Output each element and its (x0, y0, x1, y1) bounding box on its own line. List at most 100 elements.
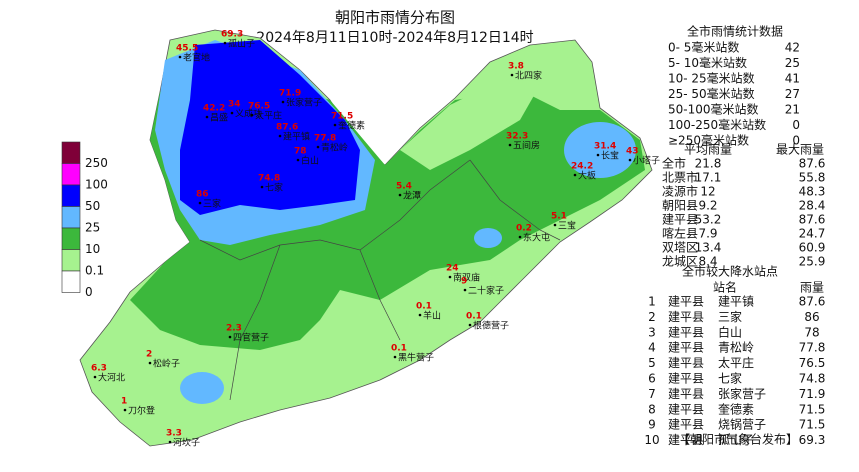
station-dot (260, 185, 264, 189)
avg-mean: 53.2 (695, 213, 722, 227)
legend-label: 0.1 (85, 264, 104, 278)
legend-label: 250 (85, 156, 108, 170)
stats-label: 100-250毫米站数 (668, 117, 766, 132)
station-value: 0.1 (416, 302, 432, 312)
stats-value: 21 (785, 103, 800, 117)
top-county: 建平县 (668, 387, 704, 401)
top-county: 建平县 (668, 310, 704, 324)
top-station: 烧锅营子 (718, 417, 766, 432)
station-value: 69.3 (221, 30, 243, 40)
legend-swatch (61, 141, 81, 164)
top-station: 太平庄 (718, 355, 754, 370)
station-name: 五间房 (513, 140, 540, 152)
top-value: 69.3 (799, 433, 826, 447)
station-value: 87.6 (276, 123, 298, 133)
station-name: 北四家 (515, 70, 542, 82)
legend-label: 0 (85, 285, 93, 299)
station-name: 奎德素 (338, 120, 365, 132)
stats-value: 42 (785, 41, 800, 55)
legend-label: 50 (85, 199, 100, 213)
station-value: 0.1 (391, 344, 407, 354)
top-rank: 3 (648, 325, 656, 339)
top-station: 白山 (718, 324, 742, 339)
stats-title: 全市雨情统计数据 (687, 24, 783, 39)
station-dot (316, 145, 320, 149)
avg-mean: 8.4 (698, 255, 717, 269)
station-name: 老官地 (183, 52, 210, 64)
top-title: 全市较大降水站点 (682, 264, 778, 279)
avg-max: 25.9 (799, 255, 826, 269)
station-value: 34 (228, 100, 241, 110)
station-name: 四官营子 (233, 332, 269, 344)
station-value: 77.8 (314, 134, 336, 144)
station-name: 建平镇 (283, 131, 310, 143)
station-dot (296, 158, 300, 162)
top-rank: 10 (644, 433, 659, 447)
legend-swatch (61, 249, 81, 272)
top-county: 建平县 (668, 402, 704, 416)
station-value: 5.4 (396, 182, 412, 192)
avg-county: 全市 (662, 156, 686, 171)
avg-county: 双塔区 (662, 241, 698, 255)
stats-label: 50-100毫米站数 (668, 102, 759, 117)
station-value: 0.2 (516, 224, 532, 234)
top-value: 78 (804, 325, 819, 339)
map-subtitle: 2024年8月11日10时-2024年8月12日14时 (256, 30, 533, 46)
station-value: 24 (446, 264, 459, 274)
station-dot (93, 375, 97, 379)
station-value: 5.1 (551, 212, 567, 222)
station-dot (510, 73, 514, 77)
station-dot (230, 111, 234, 115)
blue-spot (474, 228, 502, 248)
station-value: 2 (146, 350, 152, 360)
station-name: 长宝 (601, 150, 619, 162)
map-regions (79, 29, 653, 447)
station-value: 3.8 (508, 62, 524, 72)
top-county: 建平县 (668, 433, 704, 447)
station-value: 24.2 (571, 162, 593, 172)
avg-header: 平均雨量 (684, 143, 732, 157)
station-dot (281, 100, 285, 104)
station-dot (123, 408, 127, 412)
station-dot (518, 235, 522, 239)
station-value: 0.1 (466, 312, 482, 322)
legend-swatch (61, 270, 81, 293)
top-county: 建平县 (668, 372, 704, 386)
station-dot (553, 223, 557, 227)
footer: 【朝阳市气象台发布】 (678, 432, 798, 447)
station-dot (398, 193, 402, 197)
station-dot (468, 323, 472, 327)
station-name: 东大屯 (523, 232, 550, 244)
stats-value: 27 (785, 87, 800, 101)
top-rank: 9 (648, 418, 656, 432)
avg-mean: 17.1 (695, 171, 722, 185)
station-dot (168, 440, 172, 444)
top-station: 七家 (718, 371, 742, 386)
station-dot (178, 55, 182, 59)
stats-label: 25- 50毫米站数 (668, 86, 755, 101)
avg-mean: 13.4 (695, 241, 722, 255)
top-station: 建平镇 (718, 295, 754, 309)
avg-mean: 9.2 (698, 199, 717, 213)
top-value: 71.9 (799, 387, 826, 401)
stats-label: 10- 25毫米站数 (668, 71, 755, 86)
top-rank: 4 (648, 341, 656, 355)
top-value: 77.8 (799, 341, 826, 355)
map-title: 朝阳市雨情分布图 (335, 9, 455, 27)
station-dot (508, 143, 512, 147)
station-value: 43 (626, 147, 639, 157)
station-name: 白山 (301, 155, 319, 167)
station-dot (333, 123, 337, 127)
stats-value: 0 (792, 118, 800, 132)
top-value: 74.8 (799, 372, 826, 386)
top-county: 建平县 (668, 295, 704, 309)
top-rank: 5 (648, 356, 656, 370)
legend-swatch (61, 206, 81, 229)
top-header: 站名 (713, 280, 737, 295)
county-border (199, 159, 561, 401)
station-value: 6.3 (91, 364, 107, 374)
top-rank: 8 (648, 402, 656, 416)
station-value: 74.8 (258, 174, 280, 184)
station-dot (628, 158, 632, 162)
legend-swatch (61, 163, 81, 186)
